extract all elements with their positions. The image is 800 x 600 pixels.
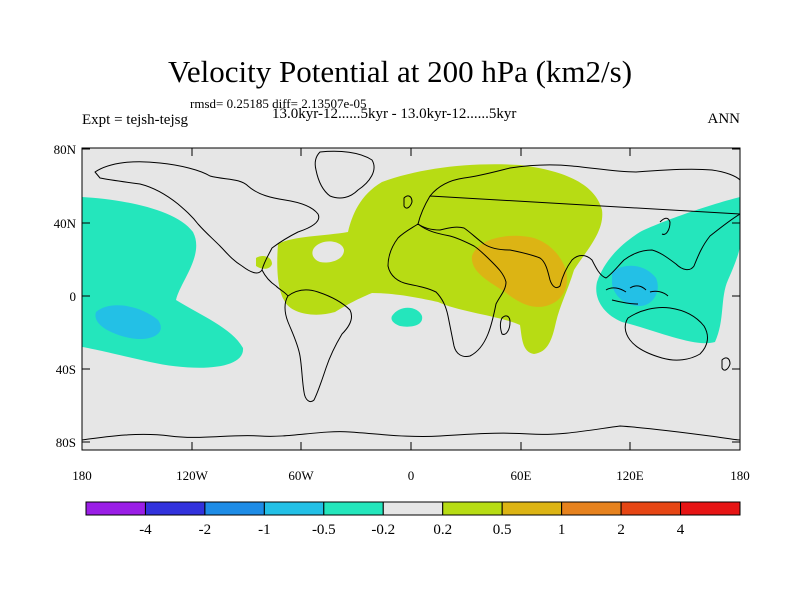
plot-title: Velocity Potential at 200 hPa (km2/s): [167, 54, 633, 89]
experiment-label: Expt = tejsh-tejsg: [82, 112, 188, 128]
colorbar-swatch: [442, 501, 503, 516]
contour-positive-main: [277, 164, 603, 354]
colorbar: -4 -2 -1 -0.5 -0.2 0.2 0.5 1 2 4: [85, 501, 741, 538]
colorbar-label: 0.2: [433, 522, 452, 538]
coast-new-zealand: [721, 357, 731, 371]
coast-japan: [659, 217, 671, 235]
contour-positive-core: [471, 235, 568, 307]
colorbar-swatch: [680, 501, 741, 516]
contour-negative-atlantic: [391, 307, 423, 327]
colorbar-swatch: [561, 501, 622, 516]
lat-label-40s: 40S: [56, 362, 76, 377]
colorbar-label: 2: [617, 522, 625, 538]
colorbar-swatch: [263, 501, 325, 516]
colorbar-swatch: [323, 501, 384, 516]
lon-label-180w: 180: [72, 468, 92, 483]
colorbar-swatch: [85, 501, 146, 516]
lat-ticks: [82, 148, 740, 443]
coast-antarctica: [82, 425, 740, 441]
case-description: 13.0kyr-12......5kyr - 13.0kyr-12......5…: [272, 106, 517, 122]
lon-label-120w: 120W: [176, 468, 209, 483]
coast-uk: [403, 195, 413, 209]
colorbar-swatch: [501, 501, 563, 516]
lon-label-120e: 120E: [616, 468, 644, 483]
contour-negative-small-pacific: [95, 305, 161, 340]
colorbar-swatch: [382, 501, 444, 516]
coast-north-america: [94, 161, 320, 274]
coast-central-america: [261, 269, 289, 297]
lon-label-60w: 60W: [288, 468, 314, 483]
lon-ticks: [191, 148, 631, 450]
colorbar-label: 1: [558, 522, 566, 538]
coast-africa: [387, 223, 507, 357]
lat-label-80s: 80S: [56, 435, 76, 450]
lat-label-0: 0: [70, 289, 77, 304]
contour-negative-pacific-east: [596, 197, 740, 344]
coastlines: [82, 150, 740, 441]
colorbar-label: 0.5: [493, 522, 512, 538]
map-area: [82, 148, 740, 450]
colorbar-label: -1: [258, 522, 271, 538]
colorbar-swatch: [144, 501, 206, 516]
lat-label-80n: 80N: [54, 142, 77, 157]
lon-label-60e: 60E: [511, 468, 532, 483]
colorbar-swatch: [204, 501, 265, 516]
coast-eurasia: [417, 164, 740, 289]
contour-neutral-hole: [312, 241, 344, 263]
season-label: ANN: [707, 111, 741, 127]
contour-positive-small: [256, 256, 272, 269]
coast-indonesia: [605, 285, 669, 305]
lon-label-180e: 180: [730, 468, 750, 483]
colorbar-label: -0.2: [371, 522, 395, 538]
coast-south-america: [284, 289, 353, 403]
stats-line: rmsd= 0.25185 diff= 2.13507e-05: [190, 96, 367, 111]
colorbar-swatch: [620, 501, 682, 516]
coast-greenland: [314, 150, 375, 199]
colorbar-label: -4: [139, 522, 152, 538]
lat-label-40n: 40N: [54, 216, 77, 231]
lon-label-0: 0: [408, 468, 415, 483]
colorbar-label: -0.5: [312, 522, 336, 538]
colorbar-label: -2: [199, 522, 212, 538]
colorbar-label: 4: [677, 522, 685, 538]
coast-australia: [624, 307, 708, 361]
coast-madagascar: [500, 315, 511, 335]
